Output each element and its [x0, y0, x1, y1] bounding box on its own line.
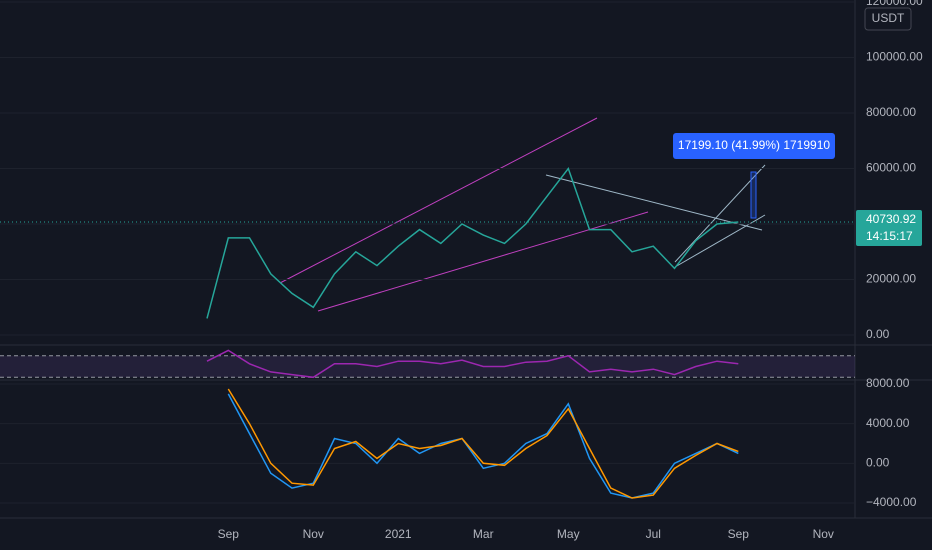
trend-line: [674, 164, 766, 263]
trend-line: [317, 211, 649, 312]
x-tick-label: Mar: [473, 527, 494, 541]
oscillator-line: [227, 388, 739, 499]
x-tick-label: Sep: [218, 527, 240, 541]
currency: USDT: [872, 11, 905, 25]
y-tick-label: 8000.00: [866, 376, 910, 390]
y-tick-label: 0.00: [866, 456, 890, 470]
last-price-label: 40730.92: [866, 212, 916, 226]
measure-range: [750, 171, 757, 219]
y-tick-label: −4000.00: [866, 495, 917, 509]
countdown: 14:15:17: [866, 229, 913, 243]
x-tick-label: May: [557, 527, 580, 541]
rsi-band: [0, 355, 855, 378]
oscillator-line: [227, 393, 739, 499]
measure-box: [673, 133, 835, 159]
y-tick-label: 60000.00: [866, 161, 916, 175]
y-tick-label: 80000.00: [866, 105, 916, 119]
x-tick-label: Sep: [728, 527, 750, 541]
drawings: [279, 117, 766, 312]
trend-line: [279, 117, 598, 284]
x-tick-label: Jul: [646, 527, 661, 541]
x-tick-label: Nov: [813, 527, 834, 541]
currency-box: [864, 7, 912, 31]
y-tick-label: 20000.00: [866, 272, 916, 286]
y-tick-label: 100000.00: [866, 50, 923, 64]
y-tick-label: 120000.00: [866, 0, 923, 8]
measure-label: 17199.10 (41.99%) 1719910: [678, 138, 830, 152]
y-tick-label: 0.00: [866, 327, 890, 341]
last-price-box: [856, 209, 922, 246]
price-line: [206, 166, 739, 319]
trend-line: [545, 174, 763, 231]
x-tick-label: 2021: [385, 527, 412, 541]
x-tick-label: Nov: [303, 527, 324, 541]
y-tick-label: 4000.00: [866, 416, 910, 430]
rsi-line: [206, 349, 739, 379]
